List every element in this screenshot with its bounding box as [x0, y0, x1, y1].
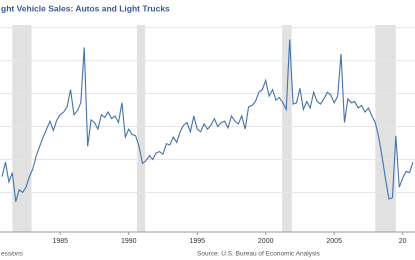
x-tick-label: 2005	[326, 238, 342, 245]
recession-band	[375, 25, 396, 232]
chart-title: ght Vehicle Sales: Autos and Light Truck…	[1, 3, 170, 13]
recession-band	[282, 25, 292, 232]
recession-band	[12, 25, 32, 232]
recession-band	[136, 25, 146, 232]
series-line	[1, 39, 414, 202]
x-tick-label: 20	[399, 238, 407, 245]
x-tick-label: 1990	[121, 238, 137, 245]
x-tick-label: 2000	[258, 238, 274, 245]
x-tick-label: 1985	[52, 238, 68, 245]
footnote: essions	[1, 251, 24, 258]
x-tick-label: 1995	[189, 238, 205, 245]
source: Source: U.S. Bureau of Economic Analysis	[197, 251, 321, 258]
